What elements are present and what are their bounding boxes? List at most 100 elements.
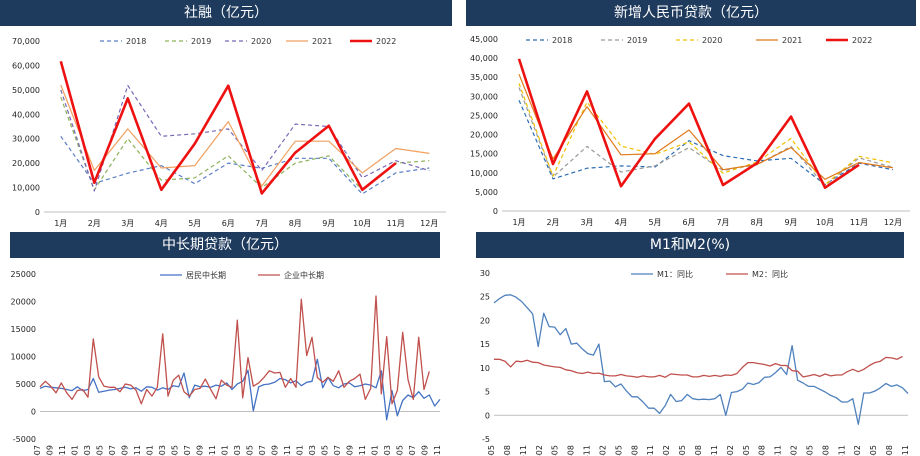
x-tick-label: 2022-05 — [869, 445, 878, 456]
chart-panel-social-financing: 社融（亿元） 0 10,000 20,000 30,000 40,000 50,000 60… — [0, 0, 452, 230]
x-tick-label: 2022-05 — [396, 445, 405, 456]
x-tick-label: 2021-03 — [308, 445, 317, 456]
chart-panel-new-rmb-loans: 新增人民币贷款（亿元） 0 5,000 10,000 15,000 20,000 25,0… — [466, 0, 916, 230]
legend-label: 2020 — [251, 37, 271, 46]
x-tick-label: 2021-05 — [321, 445, 330, 456]
series-line-M2：同比 — [494, 355, 903, 378]
x-tick-label: 2020-01 — [221, 445, 230, 456]
x-tick-label: 2017-02 — [535, 445, 544, 456]
x-tick-label: 2021-08 — [821, 445, 830, 456]
series-line-2021 — [518, 73, 894, 180]
series-line-2022 — [517, 58, 860, 189]
x-tick-label: 7月 — [255, 219, 268, 228]
x-tick-label: 2021-11 — [837, 445, 846, 456]
legend-label: 2021 — [312, 37, 332, 46]
legend-label: 2022 — [852, 36, 872, 45]
x-tick-label: 2022-09 — [421, 445, 430, 456]
y-tick-label: 10,000 — [12, 184, 40, 193]
y-tick-label: 30,000 — [470, 92, 498, 101]
x-tick-label: 1月 — [512, 218, 525, 227]
legend-label: M1：同比 — [657, 269, 693, 279]
legend-label: 2020 — [702, 36, 722, 45]
x-tick-label: 2019-11 — [208, 445, 217, 456]
x-tick-label: 2021-02 — [790, 445, 799, 456]
x-tick-label: 2018-05 — [614, 445, 623, 456]
x-tick-label: 4月 — [155, 219, 168, 228]
chart-social-financing: 0 10,000 20,000 30,000 40,000 50,000 60,000 70,… — [12, 37, 446, 228]
x-tick-label: 2017-07 — [33, 445, 42, 456]
x-tick-label: 2020-03 — [233, 445, 242, 456]
x-tick-label: 2019-03 — [158, 445, 167, 456]
y-tick-label: 30 — [480, 269, 490, 278]
x-tick-label: 12月 — [420, 219, 438, 228]
y-tick-label: 15,000 — [470, 150, 498, 159]
series-line-企业中长期 — [39, 295, 430, 405]
legend-label: 企业中长期 — [284, 270, 324, 280]
legend-label: 2019 — [191, 37, 211, 46]
x-tick-label: 2017-05 — [551, 445, 560, 456]
y-tick-label: -5 — [482, 435, 490, 444]
y-tick-label: 25000 — [11, 270, 36, 279]
x-tick-label: 2019-05 — [171, 445, 180, 456]
y-tick-label: 10000 — [11, 353, 36, 362]
chart-panel-m1-m2: M1和M2(%) -5 0 5 10 15 20 25 30 2016-05 2016-08 201… — [466, 230, 916, 456]
x-tick-label: 2018-11 — [133, 445, 142, 456]
x-tick-label: 2018-01 — [71, 445, 80, 456]
y-tick-label: 45,000 — [470, 35, 498, 44]
x-tick-label: 11月 — [850, 218, 868, 227]
legend-label: M2：同比 — [752, 269, 788, 279]
legend-label: 2018 — [126, 37, 146, 46]
x-tick-label: 2021-11 — [358, 445, 367, 456]
x-tick-label: 3月 — [580, 218, 593, 227]
y-tick-label: 5 — [485, 388, 490, 397]
x-tick-label: 2020-11 — [283, 445, 292, 456]
x-tick-label: 10月 — [353, 219, 371, 228]
x-tick-label: 2022-02 — [853, 445, 862, 456]
x-tick-label: 5月 — [188, 219, 201, 228]
x-tick-label: 2016-08 — [503, 445, 512, 456]
x-tick-label: 2019-09 — [196, 445, 205, 456]
x-tick-label: 12月 — [884, 218, 902, 227]
x-tick-label: 2021-07 — [333, 445, 342, 456]
x-tick-label: 2018-08 — [630, 445, 639, 456]
x-tick-label: 2018-05 — [96, 445, 105, 456]
y-tick-label: 20,000 — [12, 159, 40, 168]
series-line-2020 — [60, 84, 430, 192]
x-tick-label: 2021-05 — [805, 445, 814, 456]
x-tick-label: 2019-05 — [678, 445, 687, 456]
x-tick-label: 2020-11 — [774, 445, 783, 456]
x-tick-label: 2019-01 — [146, 445, 155, 456]
x-tick-label: 2017-09 — [46, 445, 55, 456]
x-tick-label: 2022-01 — [371, 445, 380, 456]
y-tick-label: 25 — [480, 293, 490, 302]
y-tick-label: 70,000 — [12, 37, 40, 46]
legend-label: 2018 — [552, 36, 572, 45]
x-tick-label: 2017-11 — [583, 445, 592, 456]
x-tick-label: 2018-09 — [121, 445, 130, 456]
chart-title-banner: 新增人民币贷款（亿元） — [466, 0, 916, 26]
y-tick-label: 10,000 — [470, 169, 498, 178]
x-tick-label: 2018-03 — [83, 445, 92, 456]
x-tick-label: 2月 — [88, 219, 101, 228]
chart-long-term-loans: -5000 0 5000 10000 15000 20000 25000 2017-07 201… — [11, 270, 442, 456]
x-tick-label: 2022-08 — [885, 445, 894, 456]
legend-label: 居民中长期 — [186, 270, 226, 280]
y-tick-label: 20000 — [11, 298, 36, 307]
y-tick-label: 40,000 — [470, 54, 498, 63]
y-tick-label: 5,000 — [475, 188, 498, 197]
x-tick-label: 10月 — [816, 218, 834, 227]
x-tick-label: 2019-08 — [694, 445, 703, 456]
y-tick-label: 60,000 — [12, 61, 40, 70]
x-tick-label: 2022-03 — [383, 445, 392, 456]
y-tick-label: 0 — [31, 408, 36, 417]
y-tick-label: 20 — [480, 316, 490, 325]
y-tick-label: 50,000 — [12, 86, 40, 95]
x-tick-label: 2022-11 — [433, 445, 442, 456]
x-tick-label: 2月 — [546, 218, 559, 227]
x-tick-label: 2020-05 — [742, 445, 751, 456]
legend-label: 2021 — [782, 36, 802, 45]
y-tick-label: 25,000 — [470, 111, 498, 120]
y-tick-label: 30,000 — [12, 135, 40, 144]
chart-panel-long-term-loans: 中长期贷款（亿元） -5000 0 5000 10000 15000 20000 25000… — [0, 230, 452, 456]
x-tick-label: 2018-07 — [108, 445, 117, 456]
